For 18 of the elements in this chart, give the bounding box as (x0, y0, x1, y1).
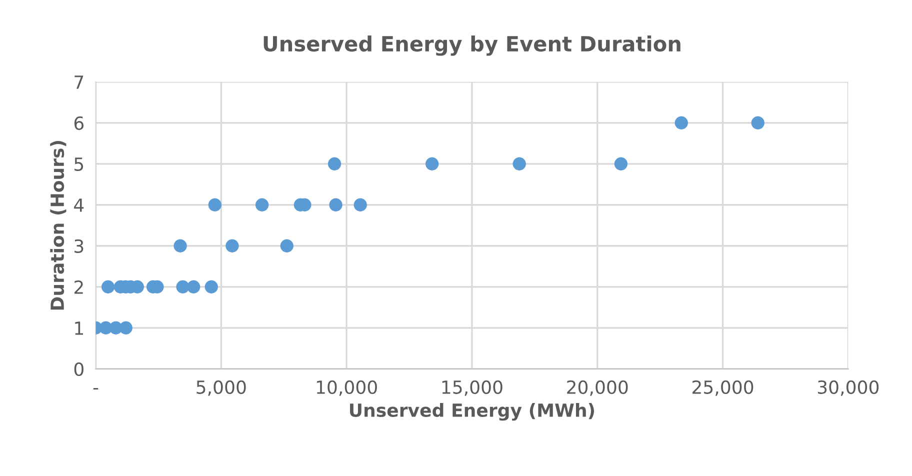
y-tick-label: 4 (74, 198, 84, 212)
y-tick-label: 0 (74, 362, 84, 376)
x-tick-label: 30,000 (818, 380, 879, 396)
x-tick-label: - (93, 388, 98, 390)
chart-title: Unserved Energy by Event Duration (264, 35, 680, 56)
y-tick-label: 2 (74, 280, 83, 294)
y-tick-label: 5 (74, 158, 84, 171)
x-tick-label: 25,000 (692, 380, 754, 396)
y-tick-label: 7 (74, 76, 84, 89)
x-tick-label: 5,000 (196, 380, 246, 396)
y-tick-label: 6 (74, 116, 84, 130)
y-tick-label: 1 (75, 322, 83, 335)
x-tick-label: 10,000 (316, 380, 377, 396)
x-tick-label: 20,000 (567, 380, 628, 396)
y-tick-label: 3 (74, 239, 84, 254)
x-tick-label: 15,000 (442, 380, 502, 396)
x-axis-title: Unserved Energy (MWh) (350, 403, 594, 421)
y-axis-title: Duration (Hours) (50, 141, 66, 310)
